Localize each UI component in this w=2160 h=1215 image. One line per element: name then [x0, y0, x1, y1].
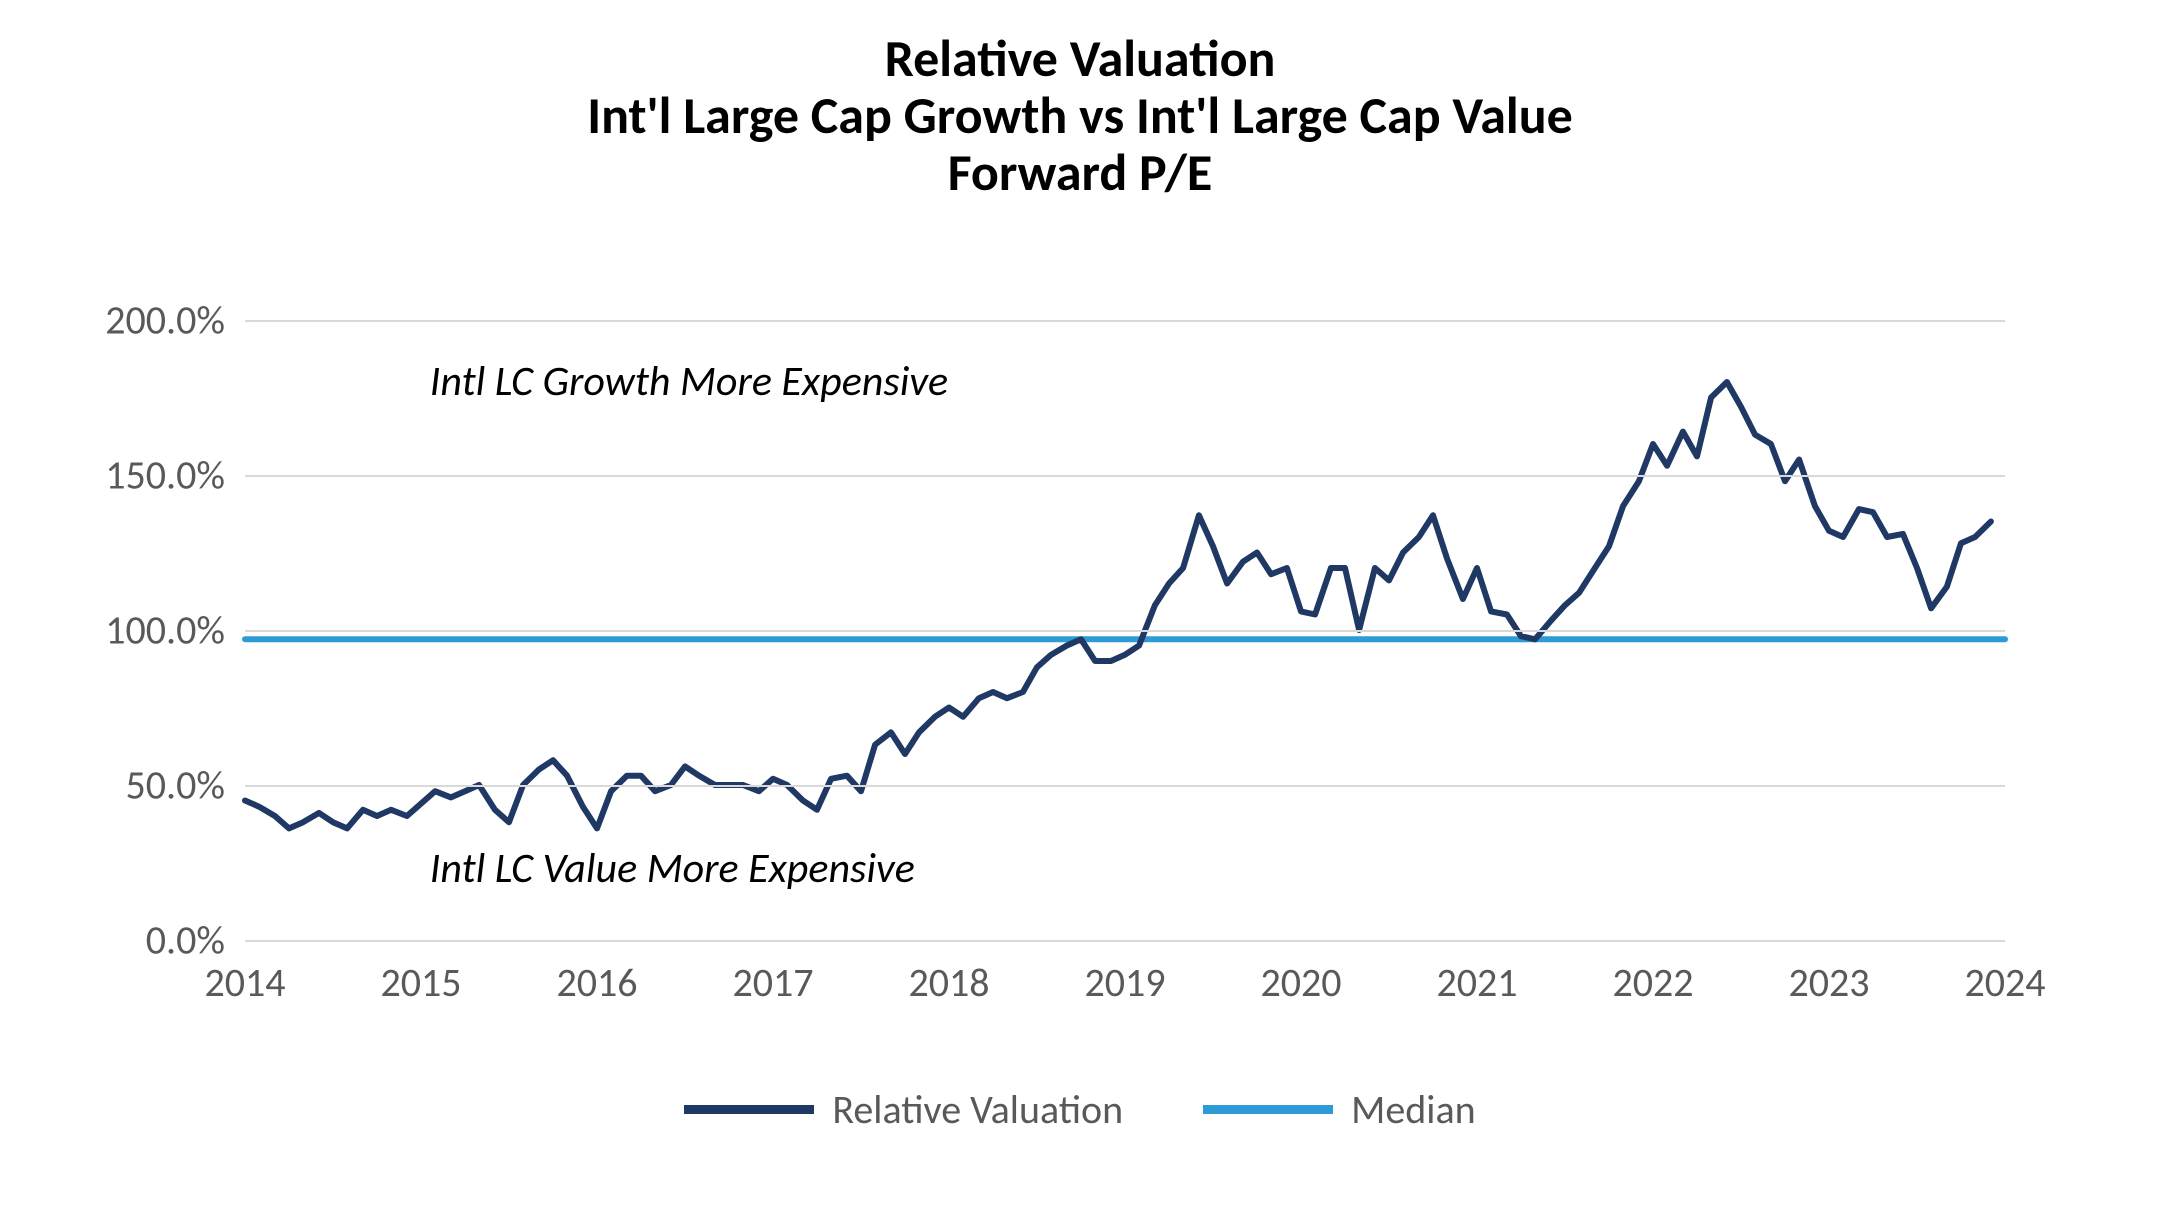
- y-tick-label: 50.0%: [25, 761, 225, 810]
- y-tick-label: 200.0%: [25, 296, 225, 345]
- legend-label: Median: [1351, 1085, 1475, 1134]
- chart-title-line-3: Forward P/E: [0, 144, 2160, 201]
- gridline: [245, 785, 2005, 787]
- legend-item: Relative Valuation: [684, 1085, 1123, 1134]
- x-tick-label: 2021: [1436, 958, 1517, 1007]
- x-tick-label: 2016: [556, 958, 637, 1007]
- gridline: [245, 475, 2005, 477]
- chart-title-line-2: Int'l Large Cap Growth vs Int'l Large Ca…: [0, 87, 2160, 144]
- y-tick-label: 150.0%: [25, 451, 225, 500]
- x-tick-label: 2022: [1612, 958, 1693, 1007]
- x-tick-label: 2023: [1788, 958, 1869, 1007]
- x-tick-label: 2019: [1084, 958, 1165, 1007]
- x-tick-label: 2020: [1260, 958, 1341, 1007]
- x-tick-label: 2024: [1964, 958, 2045, 1007]
- legend-swatch: [684, 1105, 814, 1114]
- chart-annotation: Intl LC Value More Expensive: [430, 843, 915, 894]
- chart-container: Relative Valuation Int'l Large Cap Growt…: [0, 0, 2160, 1215]
- x-tick-label: 2015: [380, 958, 461, 1007]
- chart-title: Relative Valuation Int'l Large Cap Growt…: [0, 30, 2160, 202]
- legend-swatch: [1203, 1105, 1333, 1114]
- gridline: [245, 940, 2005, 942]
- x-tick-label: 2017: [732, 958, 813, 1007]
- plot-area: Intl LC Growth More Expensive Intl LC Val…: [245, 320, 2005, 940]
- gridline: [245, 630, 2005, 632]
- legend-label: Relative Valuation: [832, 1085, 1123, 1134]
- x-tick-label: 2014: [204, 958, 285, 1007]
- legend-item: Median: [1203, 1085, 1475, 1134]
- y-tick-label: 0.0%: [25, 916, 225, 965]
- y-tick-label: 100.0%: [25, 606, 225, 655]
- chart-annotation: Intl LC Growth More Expensive: [430, 356, 948, 407]
- gridline: [245, 320, 2005, 322]
- x-tick-label: 2018: [908, 958, 989, 1007]
- legend: Relative Valuation Median: [0, 1085, 2160, 1134]
- series-line: [245, 382, 1991, 828]
- chart-title-line-1: Relative Valuation: [0, 30, 2160, 87]
